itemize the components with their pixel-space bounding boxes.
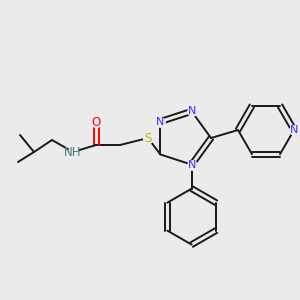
Text: N: N <box>156 116 164 127</box>
Text: N: N <box>290 125 298 135</box>
Text: NH: NH <box>64 146 82 158</box>
Text: S: S <box>144 131 152 145</box>
Text: O: O <box>92 116 100 128</box>
Text: N: N <box>188 106 196 116</box>
Text: N: N <box>188 160 196 170</box>
